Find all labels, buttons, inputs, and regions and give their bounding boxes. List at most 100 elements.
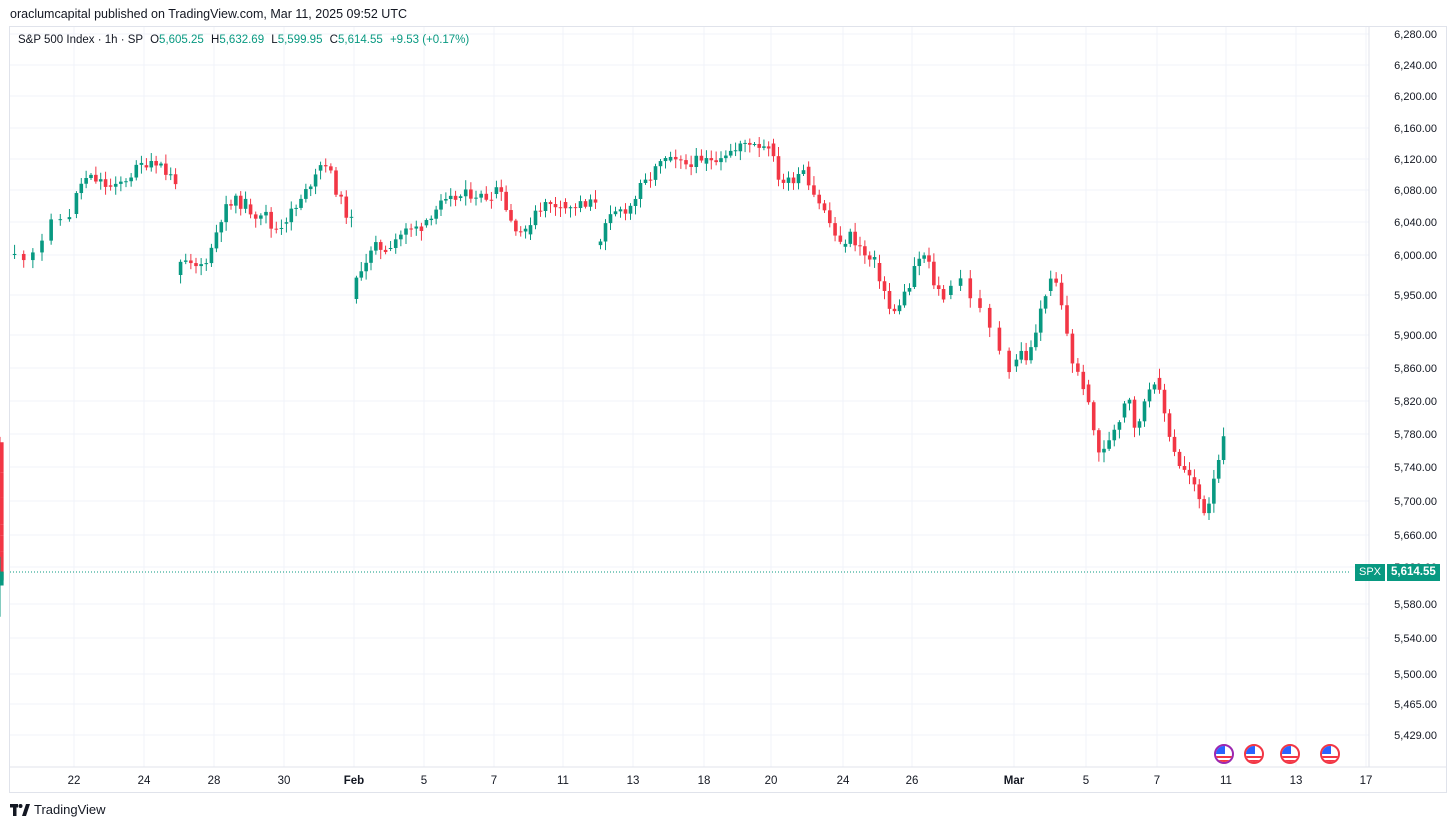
price-tick-label: 5,740.00 <box>1394 462 1437 474</box>
time-tick-label: 24 <box>837 775 850 787</box>
candle-up <box>463 189 468 197</box>
candle-up <box>168 174 173 176</box>
time-tick-label: 13 <box>1290 775 1303 787</box>
candle-up <box>284 222 289 224</box>
candle-up <box>608 214 613 224</box>
candle-up <box>224 204 228 223</box>
us-flag-event-icon[interactable] <box>1280 744 1300 764</box>
candle-down <box>838 235 843 242</box>
candle-down <box>679 159 683 161</box>
candle-up <box>1152 384 1157 390</box>
price-tick-label: 5,660.00 <box>1394 530 1437 542</box>
candle-up <box>1122 403 1127 418</box>
candle-up <box>494 187 499 194</box>
time-tick-label: 13 <box>627 775 640 787</box>
candle-down <box>863 246 867 256</box>
candle-up <box>234 195 238 206</box>
price-tick-label: 6,160.00 <box>1394 123 1437 135</box>
candle-down <box>766 146 771 149</box>
candle-up <box>354 277 359 299</box>
candle-down <box>757 143 762 148</box>
candle-down <box>189 260 193 264</box>
price-chart[interactable]: 6,280.00 6,240.00 6,200.00 6,160.00 6,120.00… <box>0 0 1456 800</box>
candle-down <box>164 163 168 175</box>
price-tick-label: 6,120.00 <box>1394 154 1437 166</box>
candle-up <box>801 170 806 175</box>
flag-canton <box>1322 746 1331 754</box>
us-flag-event-icon[interactable] <box>1320 744 1340 764</box>
candle-down <box>334 170 338 195</box>
candle-down <box>684 160 688 165</box>
candle-down <box>1097 430 1101 453</box>
candle-down <box>409 228 413 230</box>
candle-down <box>103 179 108 187</box>
candle-down <box>248 204 253 215</box>
candle-up <box>98 179 103 182</box>
candle-down <box>499 187 504 192</box>
price-tick-label: 6,280.00 <box>1394 29 1437 41</box>
candle-up <box>1127 399 1132 404</box>
last-price-tag[interactable]: SPX 5,614.55 <box>1355 563 1440 581</box>
candle-down <box>892 308 897 312</box>
candle-down <box>253 214 258 219</box>
candle-up <box>848 231 853 244</box>
candle-up <box>299 198 303 208</box>
candle-down <box>1054 278 1058 283</box>
change-value: +9.53 (+0.17%) <box>389 34 470 46</box>
time-tick-label: Mar <box>1004 775 1025 787</box>
candle-down <box>867 255 872 260</box>
candle-down <box>269 211 273 229</box>
candle-up <box>474 197 478 199</box>
candle-up <box>219 222 224 233</box>
candle-down <box>882 281 887 291</box>
candle-up <box>738 143 743 152</box>
candle-up <box>1048 278 1053 291</box>
candle-up <box>79 183 84 194</box>
candle-down <box>827 210 832 224</box>
candle-down <box>329 166 333 171</box>
candle-down <box>0 524 4 536</box>
candle-up <box>958 278 963 286</box>
candle-down <box>378 242 383 250</box>
price-tick-label: 5,580.00 <box>1394 599 1437 611</box>
time-tick-label: 22 <box>68 775 81 787</box>
candle-up <box>786 177 791 183</box>
candle-up <box>113 183 118 187</box>
candle-up <box>318 165 323 171</box>
candle-up <box>149 160 154 168</box>
candle-up <box>1207 503 1211 514</box>
open-value: 5,605.25 <box>159 34 204 46</box>
chart-frame[interactable] <box>9 26 1447 793</box>
price-tick-label: 6,200.00 <box>1394 91 1437 103</box>
price-tag-ticker: SPX <box>1355 563 1386 581</box>
us-flag-event-icon[interactable] <box>1244 744 1264 764</box>
candle-up <box>393 239 398 248</box>
tradingview-footer[interactable]: TradingView <box>10 802 106 817</box>
candle-down <box>1076 363 1080 372</box>
candle-up <box>728 150 733 156</box>
candle-down <box>339 194 343 197</box>
price-tick-label: 5,900.00 <box>1394 330 1437 342</box>
candle-up <box>1147 389 1152 402</box>
candle-up <box>414 226 419 229</box>
price-tick-label: 5,465.00 <box>1394 699 1437 711</box>
price-tick-label: 5,950.00 <box>1394 290 1437 302</box>
candle-down <box>484 193 489 200</box>
tradingview-logo-icon <box>10 803 30 816</box>
candle-up <box>628 205 633 214</box>
candle-up <box>1043 296 1048 309</box>
candle-up <box>349 216 354 218</box>
candle-down <box>1197 484 1202 500</box>
candle-up <box>1117 422 1122 430</box>
candle-down <box>274 228 279 230</box>
open-label: O <box>150 34 160 46</box>
candle-up <box>243 198 248 209</box>
candle-up <box>1034 332 1038 348</box>
candle-up <box>668 156 673 161</box>
candle-up <box>199 264 203 267</box>
candle-up <box>1216 460 1221 479</box>
candle-up <box>643 179 648 184</box>
candle-down <box>383 249 388 253</box>
grid-lines <box>10 27 1369 767</box>
us-flag-event-icon[interactable] <box>1214 744 1234 764</box>
